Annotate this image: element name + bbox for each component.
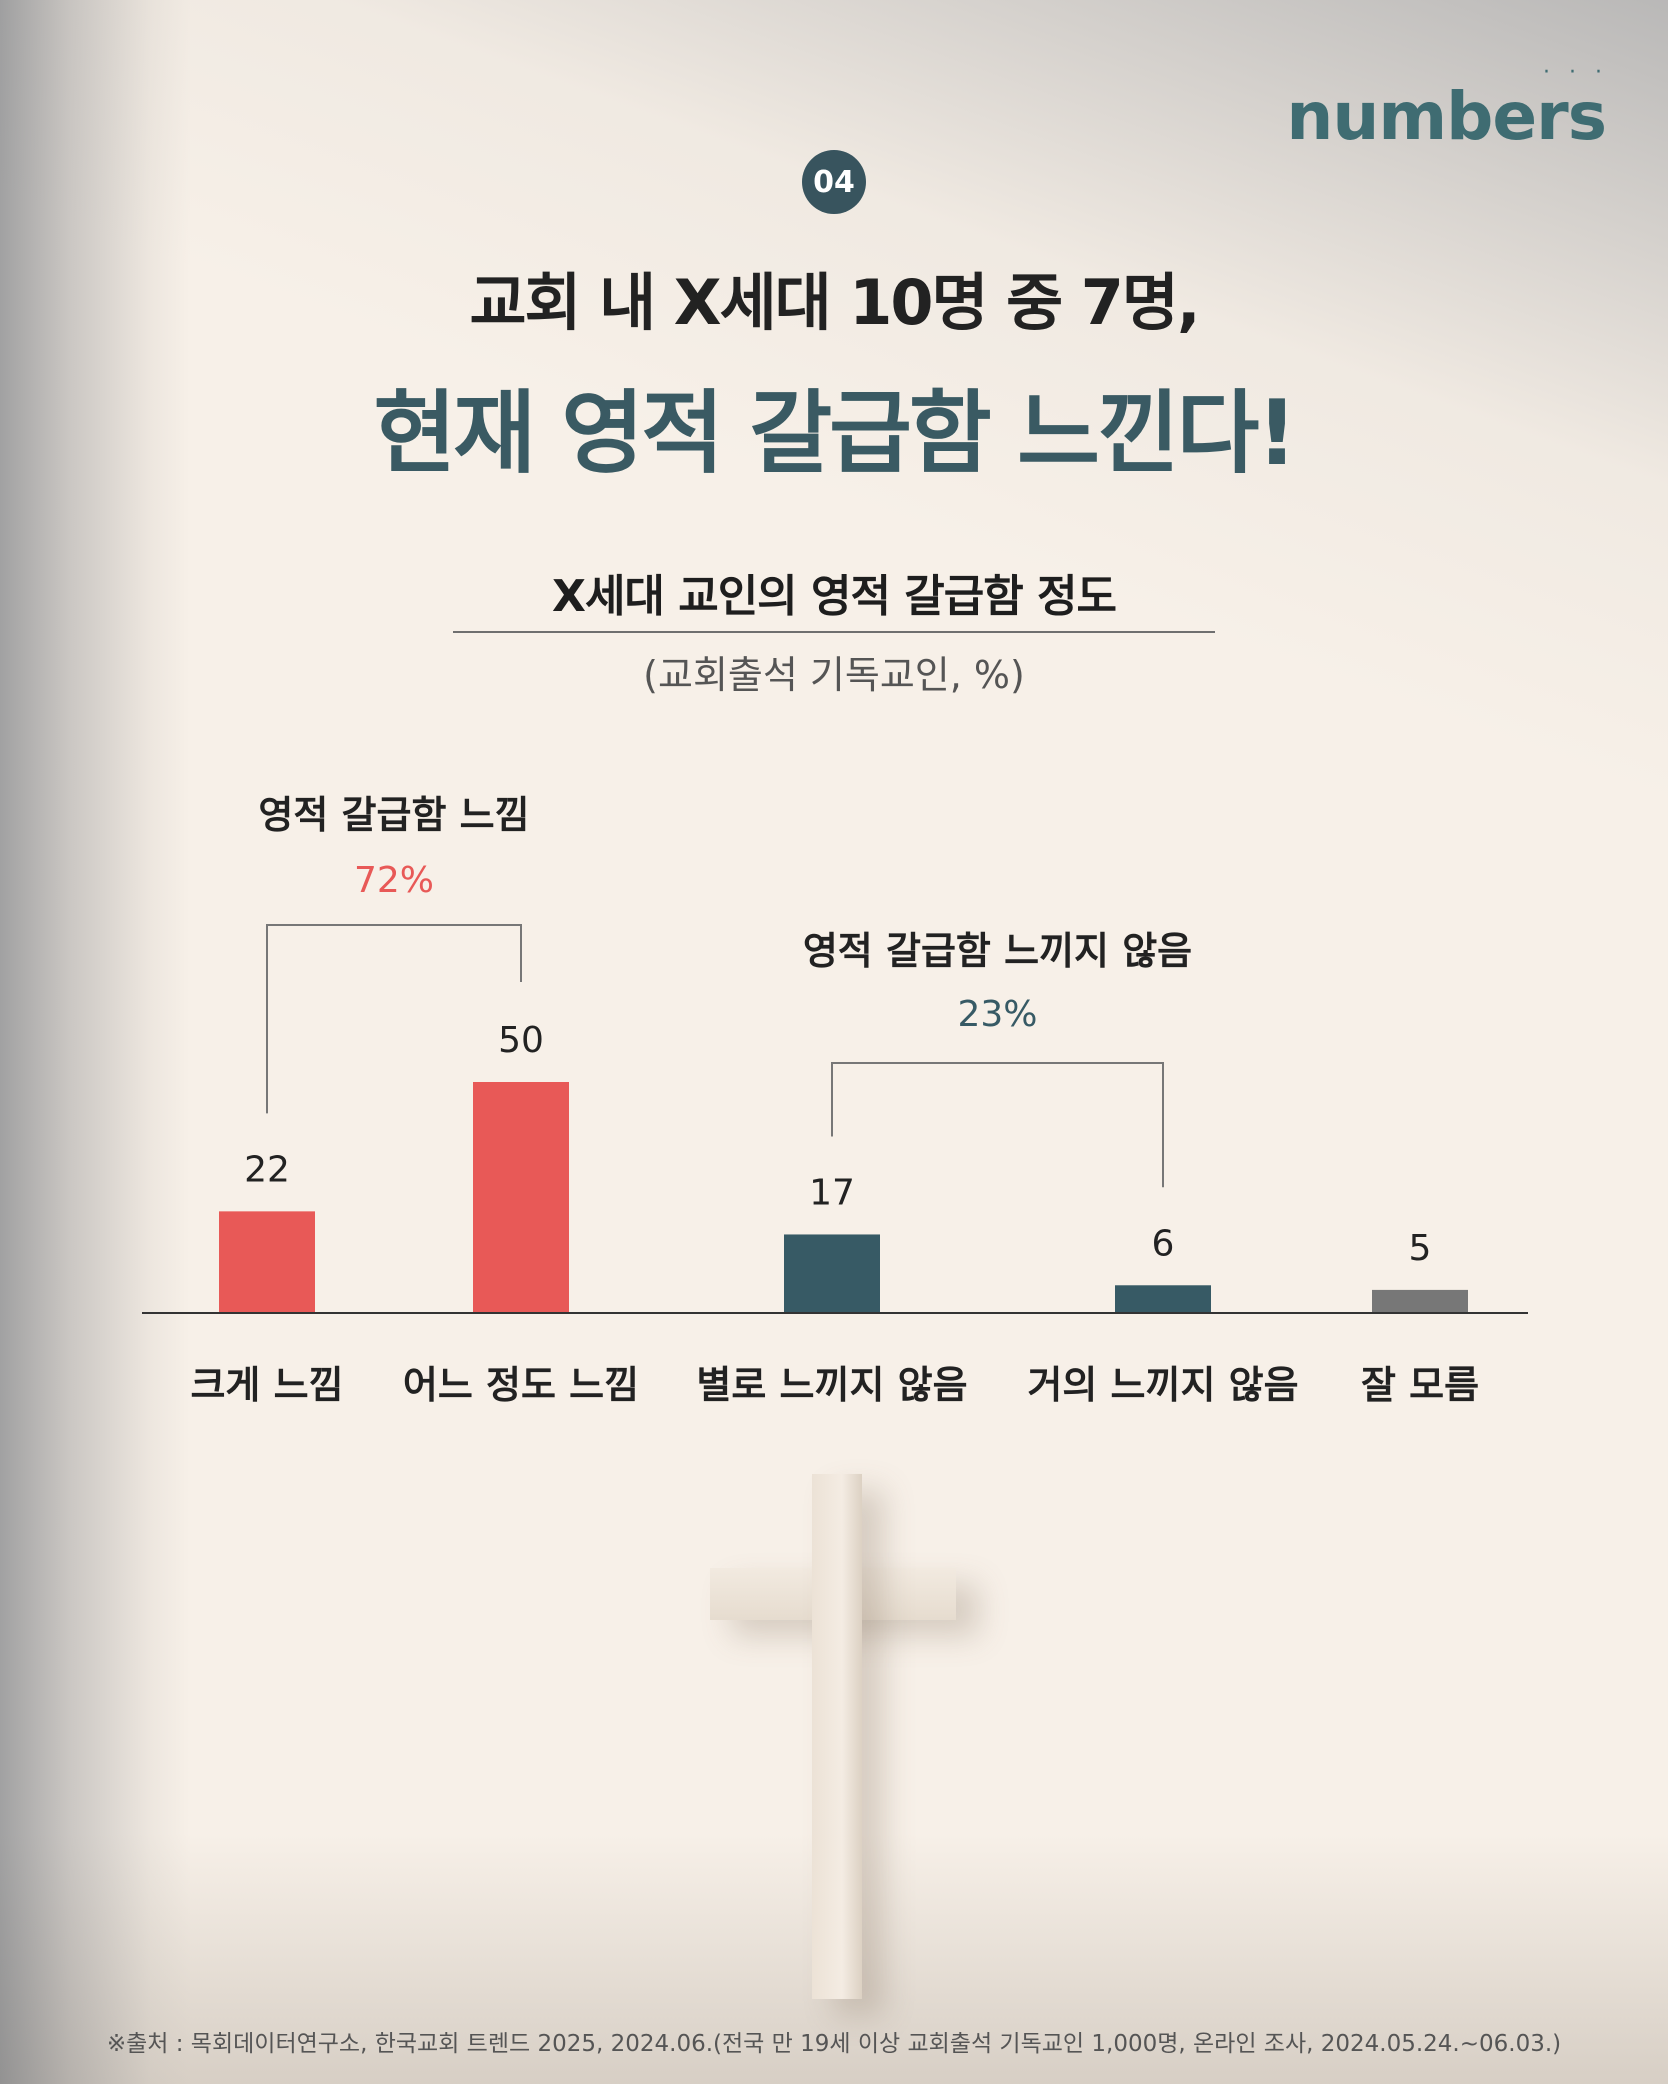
logo-dots: · · · [1543, 60, 1608, 85]
section-number-badge: 04 [802, 150, 866, 214]
title-divider [453, 631, 1215, 633]
category-label-2: 별로 느끼지 않음 [696, 1363, 967, 1407]
group-label-feel: 영적 갈급함 느낌 [258, 793, 529, 837]
bar-1 [473, 1082, 569, 1313]
group-bracket-feel [266, 924, 522, 1114]
cross-post [812, 1474, 862, 1999]
source-footnote: ※출처 : 목회데이터연구소, 한국교회 트렌드 2025, 2024.06.(… [106, 2031, 1562, 2057]
group-label-notfeel: 영적 갈급함 느끼지 않음 [803, 929, 1192, 973]
data-label-0: 22 [244, 1149, 290, 1190]
category-label-4: 잘 모름 [1361, 1363, 1479, 1407]
bar-0 [219, 1211, 315, 1313]
chart-subtitle: (교회출석 기독교인, %) [643, 653, 1025, 697]
headline-line-1: 교회 내 X세대 10명 중 7명, [469, 266, 1200, 339]
chart-title: X세대 교인의 영적 갈급함 정도 [552, 571, 1117, 622]
headline-line-2: 현재 영적 갈급함 느낀다! [373, 381, 1297, 486]
brand-logo: numbers [1286, 78, 1607, 155]
bar-2 [784, 1234, 880, 1313]
group-bracket-notfeel [831, 1062, 1164, 1188]
category-label-0: 크게 느낌 [190, 1363, 343, 1407]
data-label-2: 17 [809, 1172, 855, 1213]
category-label-3: 거의 느끼지 않음 [1027, 1363, 1298, 1407]
bar-3 [1115, 1285, 1211, 1313]
data-label-4: 5 [1409, 1228, 1432, 1269]
data-label-3: 6 [1152, 1223, 1175, 1264]
bar-4 [1372, 1289, 1468, 1313]
category-label-1: 어느 정도 느낌 [403, 1363, 639, 1407]
data-label-1: 50 [498, 1020, 544, 1061]
group-value-feel: 72% [354, 860, 434, 901]
group-value-notfeel: 23% [957, 994, 1037, 1035]
